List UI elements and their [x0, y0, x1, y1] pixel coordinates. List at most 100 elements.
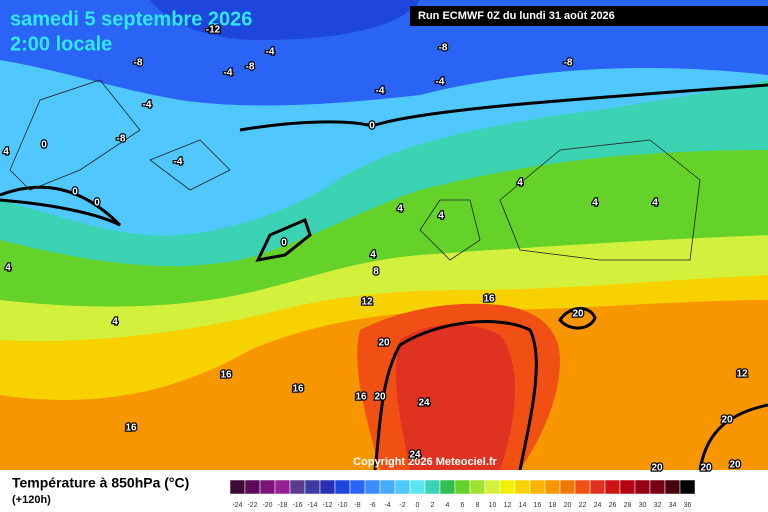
contour-label: -8 [439, 43, 448, 54]
colorbar: -24 -22 -20 -18 -16 -14 -12 -10 -8 -6 -4 -2 0 2 4 6 8 10 1… [229, 479, 696, 509]
color-swatch [634, 479, 651, 495]
contour-label: 4 [438, 211, 444, 222]
color-swatch [259, 479, 276, 495]
color-swatch [289, 479, 306, 495]
subtitle: 2:00 locale [10, 33, 112, 55]
legend-tick-label: 18 [549, 502, 557, 509]
contour-labels: -12 -8 -4 -8 -4 -8 -8 -4 -4 -4 0 -8 -4 0 4 0 0 4 4 4 4 4 0 4 8 4 1… [2, 23, 749, 475]
color-swatch [274, 479, 291, 495]
legend-tick-label: 0 [416, 502, 420, 509]
color-swatch [379, 479, 396, 495]
legend-tick-label: -16 [292, 502, 302, 509]
contour-label: -8 [246, 62, 255, 73]
contour-label: 4 [5, 263, 11, 274]
contour-label: 20 [651, 463, 663, 474]
contour-label: 4 [652, 198, 658, 209]
legend-tick-label: -14 [307, 502, 317, 509]
legend-tick-label: -2 [399, 502, 405, 509]
legend-tick-label: 32 [654, 502, 662, 509]
legend-tick-label: 14 [519, 502, 527, 509]
color-swatch [319, 479, 336, 495]
contour-label: -4 [143, 100, 152, 111]
twenty-isotherm [373, 320, 538, 471]
contour-label: 16 [220, 370, 232, 381]
cold-core [150, 0, 420, 40]
legend-tick-label: 20 [564, 502, 572, 509]
contour-label: -8 [117, 134, 126, 145]
legend-tick-label: 4 [446, 502, 450, 509]
contour-label: 24 [409, 450, 421, 461]
contour-label: -8 [564, 58, 573, 69]
color-swatch [364, 479, 381, 495]
twenty-isotherm-3 [558, 307, 597, 330]
title: samedi 5 septembre 2026 [10, 8, 252, 30]
color-swatch [484, 479, 501, 495]
color-swatch [664, 479, 681, 495]
contour-label: 8 [373, 267, 379, 278]
contour-label: 24 [418, 398, 430, 409]
color-swatch [574, 479, 591, 495]
zero-isotherm [239, 83, 768, 132]
legend-tick-label: -20 [262, 502, 272, 509]
contour-label: 12 [736, 369, 748, 380]
color-swatch [514, 479, 531, 495]
contour-label: -4 [266, 47, 275, 58]
contour-label: -4 [174, 157, 183, 168]
contour-label: -8 [134, 58, 143, 69]
color-swatch [229, 479, 246, 495]
contour-label: 0 [41, 140, 47, 151]
color-swatch [349, 479, 366, 495]
color-swatch [394, 479, 411, 495]
contour-label: 16 [125, 423, 137, 434]
contour-label: 20 [378, 338, 390, 349]
legend-tick-label: 6 [461, 502, 465, 509]
legend-tick-label: 36 [684, 502, 692, 509]
contour-label: 4 [3, 147, 9, 158]
legend-tick-label: -8 [354, 502, 360, 509]
contour-label: -4 [224, 68, 233, 79]
contour-label: 20 [729, 460, 741, 471]
contour-label: 4 [517, 178, 523, 189]
contour-label: -12 [206, 25, 221, 36]
legend-tick-label: 8 [476, 502, 480, 509]
color-swatch [424, 479, 441, 495]
color-swatch [529, 479, 546, 495]
color-swatch [589, 479, 606, 495]
copyright: Copyright 2026 Meteociel.fr [353, 456, 497, 468]
zero-isotherm-3 [255, 217, 312, 263]
legend-lead: (+120h) [12, 494, 51, 506]
contour-label: 20 [721, 415, 733, 426]
run-info: Run ECMWF 0Z du lundi 31 août 2026 [418, 10, 615, 22]
contour-label: 0 [281, 238, 287, 249]
map [0, 0, 768, 471]
contour-label: -4 [436, 77, 445, 88]
contour-label: 12 [361, 297, 373, 308]
contour-label: 0 [72, 187, 78, 198]
legend-tick-label: -22 [247, 502, 257, 509]
legend-tick-label: 30 [639, 502, 647, 509]
color-swatch [679, 479, 696, 495]
legend-tick-label: 34 [669, 502, 677, 509]
color-swatch [439, 479, 456, 495]
contour-label: -4 [376, 86, 385, 97]
twenty-isotherm-2 [698, 403, 768, 471]
color-swatch [499, 479, 516, 495]
contour-label: 16 [292, 384, 304, 395]
contour-label: 4 [112, 317, 118, 328]
legend-tick-label: 16 [534, 502, 542, 509]
color-swatch [409, 479, 426, 495]
legend-tick-label: -24 [232, 502, 242, 509]
legend-tick-label: 24 [594, 502, 602, 509]
legend-tick-label: 22 [579, 502, 587, 509]
contour-label: 4 [592, 198, 598, 209]
color-swatch [649, 479, 666, 495]
color-swatch [604, 479, 621, 495]
legend-tick-label: 12 [504, 502, 512, 509]
legend-tick-label: 2 [431, 502, 435, 509]
coastline [9, 79, 701, 261]
contour-label: 0 [94, 198, 100, 209]
legend-tick-label: 10 [489, 502, 497, 509]
legend-tick-label: -18 [277, 502, 287, 509]
color-swatch [334, 479, 351, 495]
color-swatch [244, 479, 261, 495]
